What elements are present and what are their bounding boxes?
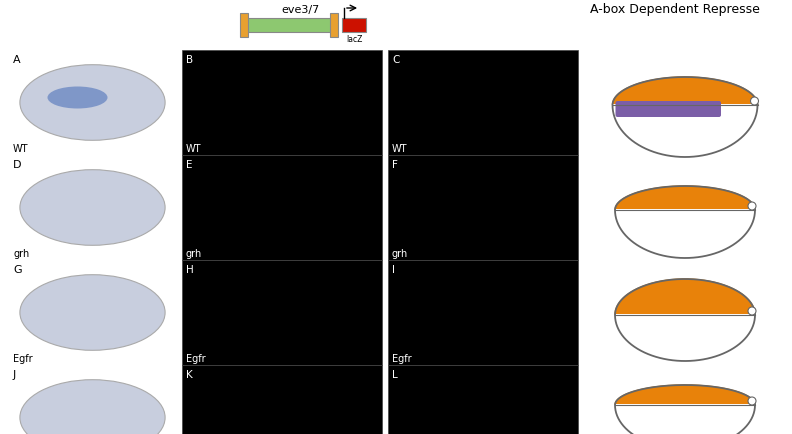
Bar (182, 155, 382, 260)
Text: Egfr: Egfr (392, 354, 412, 364)
Text: WT: WT (186, 144, 201, 154)
Bar (388, 365, 578, 434)
Polygon shape (615, 210, 755, 258)
Bar (182, 365, 382, 434)
Bar (388, 260, 578, 365)
Bar (240, 13, 248, 37)
Bar (182, 50, 382, 155)
FancyBboxPatch shape (615, 101, 721, 117)
Text: grh: grh (392, 249, 408, 259)
Polygon shape (612, 105, 757, 157)
Text: WT: WT (13, 144, 29, 154)
Text: B: B (186, 55, 193, 65)
Polygon shape (615, 385, 755, 405)
Text: Egfr: Egfr (13, 354, 32, 364)
Text: E: E (186, 160, 192, 170)
Polygon shape (615, 315, 755, 361)
Ellipse shape (48, 86, 108, 108)
Text: lacZ: lacZ (346, 35, 362, 44)
Text: D: D (13, 160, 21, 170)
Text: J: J (13, 370, 17, 380)
Bar (182, 260, 382, 365)
Circle shape (748, 307, 756, 315)
Text: L: L (392, 370, 398, 380)
Polygon shape (615, 279, 755, 315)
Text: K: K (186, 370, 192, 380)
Text: grh: grh (13, 249, 29, 259)
Ellipse shape (20, 65, 165, 140)
Text: A-box Dependent Represse: A-box Dependent Represse (590, 3, 760, 16)
Circle shape (751, 97, 759, 105)
Polygon shape (615, 186, 755, 210)
Ellipse shape (20, 170, 165, 245)
Text: WT: WT (392, 144, 408, 154)
Text: C: C (392, 55, 399, 65)
Ellipse shape (20, 275, 165, 350)
Text: H: H (186, 265, 194, 275)
Bar (330, 13, 338, 37)
Text: Egfr: Egfr (186, 354, 206, 364)
Text: A: A (13, 55, 21, 65)
Circle shape (748, 397, 756, 405)
Polygon shape (612, 77, 757, 105)
Bar (388, 155, 578, 260)
Text: I: I (392, 265, 395, 275)
FancyBboxPatch shape (245, 18, 333, 32)
Circle shape (748, 202, 756, 210)
Bar (342, 18, 366, 32)
Ellipse shape (20, 380, 165, 434)
Text: grh: grh (186, 249, 202, 259)
Bar (388, 50, 578, 155)
Polygon shape (615, 405, 755, 434)
Text: G: G (13, 265, 21, 275)
Text: F: F (392, 160, 398, 170)
Text: eve3/7: eve3/7 (281, 5, 319, 15)
